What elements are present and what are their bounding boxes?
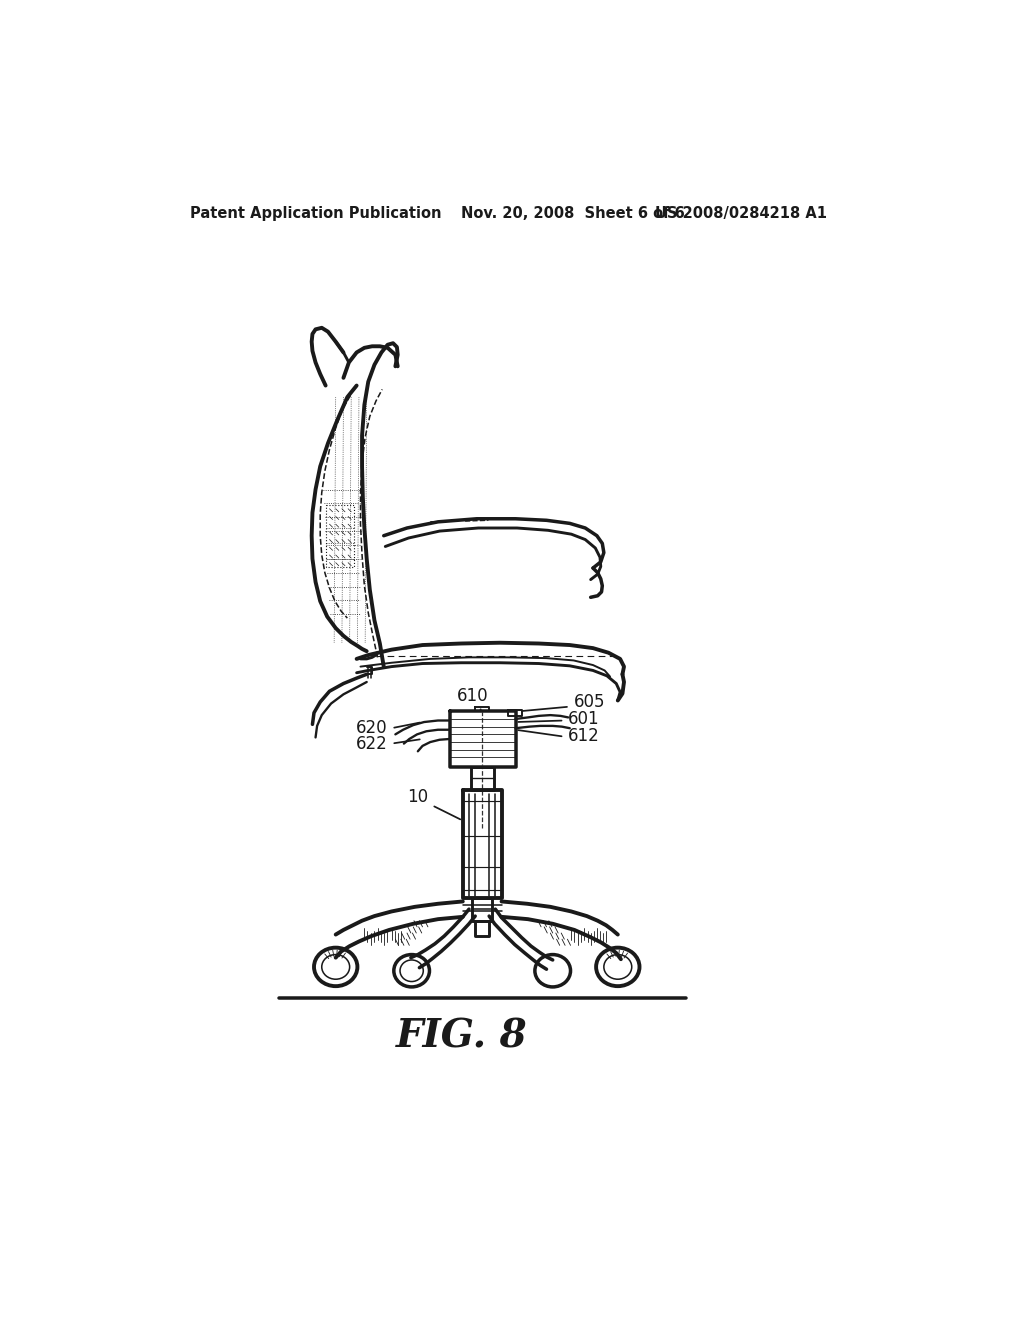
Text: 605: 605 <box>573 693 605 711</box>
Text: 622: 622 <box>356 735 388 752</box>
Text: 10: 10 <box>408 788 429 807</box>
Text: 601: 601 <box>568 710 600 727</box>
Text: Nov. 20, 2008  Sheet 6 of 6: Nov. 20, 2008 Sheet 6 of 6 <box>461 206 685 222</box>
Text: Patent Application Publication: Patent Application Publication <box>190 206 441 222</box>
Text: US 2008/0284218 A1: US 2008/0284218 A1 <box>655 206 827 222</box>
Text: 620: 620 <box>356 719 388 737</box>
Text: FIG. 8: FIG. 8 <box>395 1018 527 1055</box>
Text: 610: 610 <box>457 688 488 705</box>
Text: 612: 612 <box>568 727 600 744</box>
